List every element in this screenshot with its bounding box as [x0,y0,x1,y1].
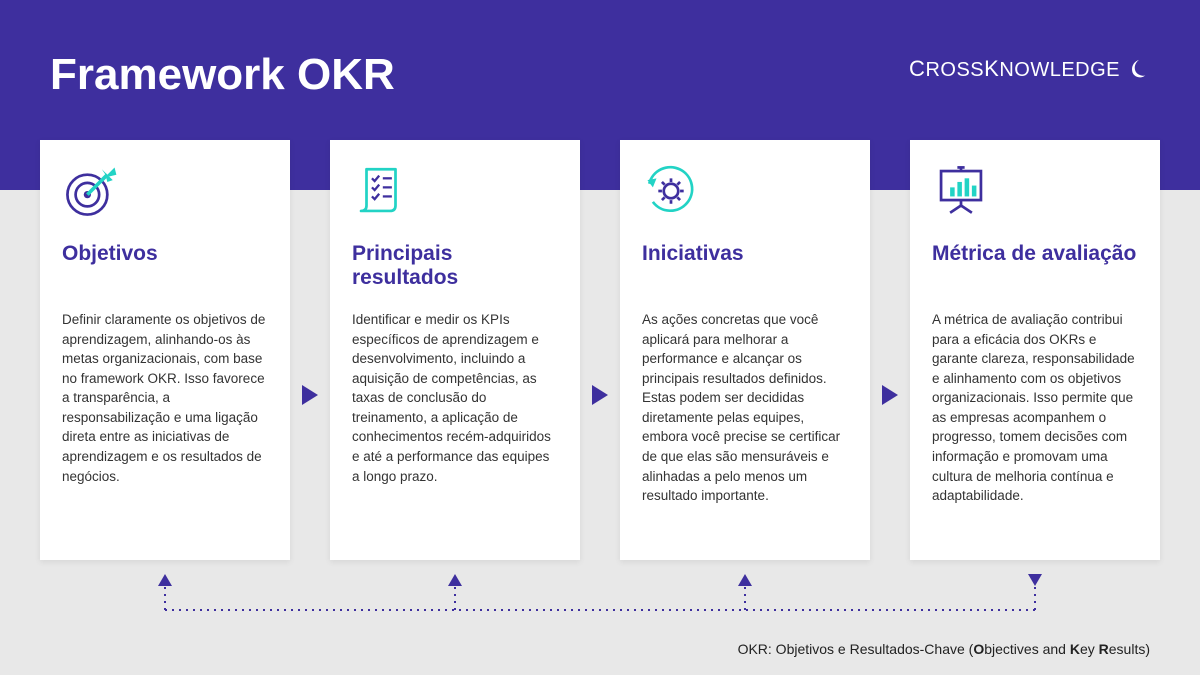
footnote-text: OKR: Objetivos e Resultados-Chave ( [738,641,974,657]
card-metrica: Métrica de avaliação A métrica de avalia… [910,140,1160,560]
arrow-right-icon [292,140,328,560]
brand-logo-icon [1128,58,1150,80]
chart-board-icon [932,162,990,220]
arrow-right-icon [872,140,908,560]
arrow-right-icon [582,140,618,560]
card-title: Objetivos [62,242,268,292]
card-title: Principais resultados [352,242,558,292]
card-iniciativas: Iniciativas As ações concretas que você … [620,140,870,560]
checklist-icon [352,162,410,220]
card-resultados: Principais resultados Identificar e medi… [330,140,580,560]
card-title: Iniciativas [642,242,848,292]
cards-row: Objetivos Definir claramente os objetivo… [40,140,1160,560]
brand-logo: CROSSKNOWLEDGE [909,56,1150,82]
card-body: A métrica de avaliação contribui para a … [932,310,1138,506]
card-title: Métrica de avaliação [932,242,1138,292]
card-objetivos: Objetivos Definir claramente os objetivo… [40,140,290,560]
card-body: As ações concretas que você aplicará par… [642,310,848,506]
target-icon [62,162,120,220]
brand-logo-text: CROSSKNOWLEDGE [909,56,1120,82]
footnote: OKR: Objetivos e Resultados-Chave (Objec… [738,641,1150,657]
feedback-flow [40,574,1160,624]
gear-icon [642,162,700,220]
page-title: Framework OKR [50,50,395,100]
card-body: Identificar e medir os KPIs específicos … [352,310,558,486]
card-body: Definir claramente os objetivos de apren… [62,310,268,486]
